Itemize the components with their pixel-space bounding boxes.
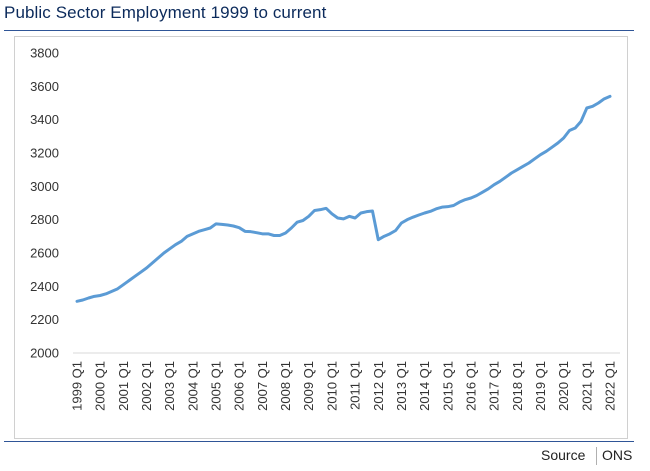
- x-tick-label: 2004 Q1: [185, 361, 200, 411]
- y-tick-label: 2600: [30, 246, 59, 261]
- x-tick-label: 2013 Q1: [394, 361, 409, 411]
- source-label: Source: [541, 447, 586, 463]
- y-tick-label: 3800: [30, 46, 59, 61]
- x-tick-label: 2002 Q1: [139, 361, 154, 411]
- x-tick-label: 2009 Q1: [301, 361, 316, 411]
- x-tick-label: 2011 Q1: [348, 361, 363, 410]
- x-tick-label: 2010 Q1: [324, 361, 339, 411]
- y-tick-label: 2000: [30, 346, 59, 361]
- y-tick-label: 3200: [30, 146, 59, 161]
- x-tick-label: 2015 Q1: [440, 361, 455, 411]
- x-tick-label: 2016 Q1: [463, 361, 478, 411]
- y-tick-label: 3600: [30, 79, 59, 94]
- footer-rule: [4, 441, 634, 442]
- y-tick-label: 3000: [30, 179, 59, 194]
- x-tick-label: 2018 Q1: [510, 361, 525, 411]
- source-value: ONS: [602, 447, 633, 463]
- x-tick-label: 2006 Q1: [232, 361, 247, 411]
- y-tick-label: 2200: [30, 312, 59, 327]
- x-tick-label: 2020 Q1: [556, 361, 571, 411]
- y-tick-label: 2800: [30, 212, 59, 227]
- x-tick-label: 2007 Q1: [255, 361, 270, 411]
- x-tick-label: 2003 Q1: [162, 361, 177, 411]
- y-axis: 2000 2200 2400 2600 2800 3000 3200 3400 3600 3800: [30, 46, 59, 361]
- x-tick-label: 2022 Q1: [603, 361, 618, 411]
- x-tick-label: 2012 Q1: [371, 361, 386, 411]
- x-tick-label: 2008 Q1: [278, 361, 293, 411]
- series-layer: [75, 94, 612, 303]
- y-tick-label: 3400: [30, 112, 59, 127]
- source-separator: [596, 447, 597, 465]
- chart-title: Public Sector Employment 1999 to current: [4, 3, 327, 22]
- series-line: [75, 94, 612, 303]
- chart-area: 2000 2200 2400 2600 2800 3000 3200 3400 3600 3800…: [14, 36, 628, 439]
- x-axis: 1999 Q1 2000 Q1 2001 Q1 2002 Q1 2003 Q1 2004 …: [70, 352, 620, 411]
- x-tick-label: 2017 Q1: [487, 361, 502, 411]
- x-tick-label: 1999 Q1: [70, 361, 85, 411]
- x-tick-label: 2001 Q1: [116, 361, 131, 411]
- y-tick-label: 2400: [30, 279, 59, 294]
- x-tick-label: 2000 Q1: [93, 361, 108, 411]
- x-tick-label: 2019 Q1: [533, 361, 548, 411]
- x-tick-label: 2005 Q1: [209, 361, 224, 411]
- x-tick-label: 2014 Q1: [417, 361, 432, 411]
- x-tick-label: 2021 Q1: [579, 361, 594, 411]
- title-rule: [4, 30, 634, 31]
- line-chart: 2000 2200 2400 2600 2800 3000 3200 3400 3600 3800…: [30, 46, 620, 411]
